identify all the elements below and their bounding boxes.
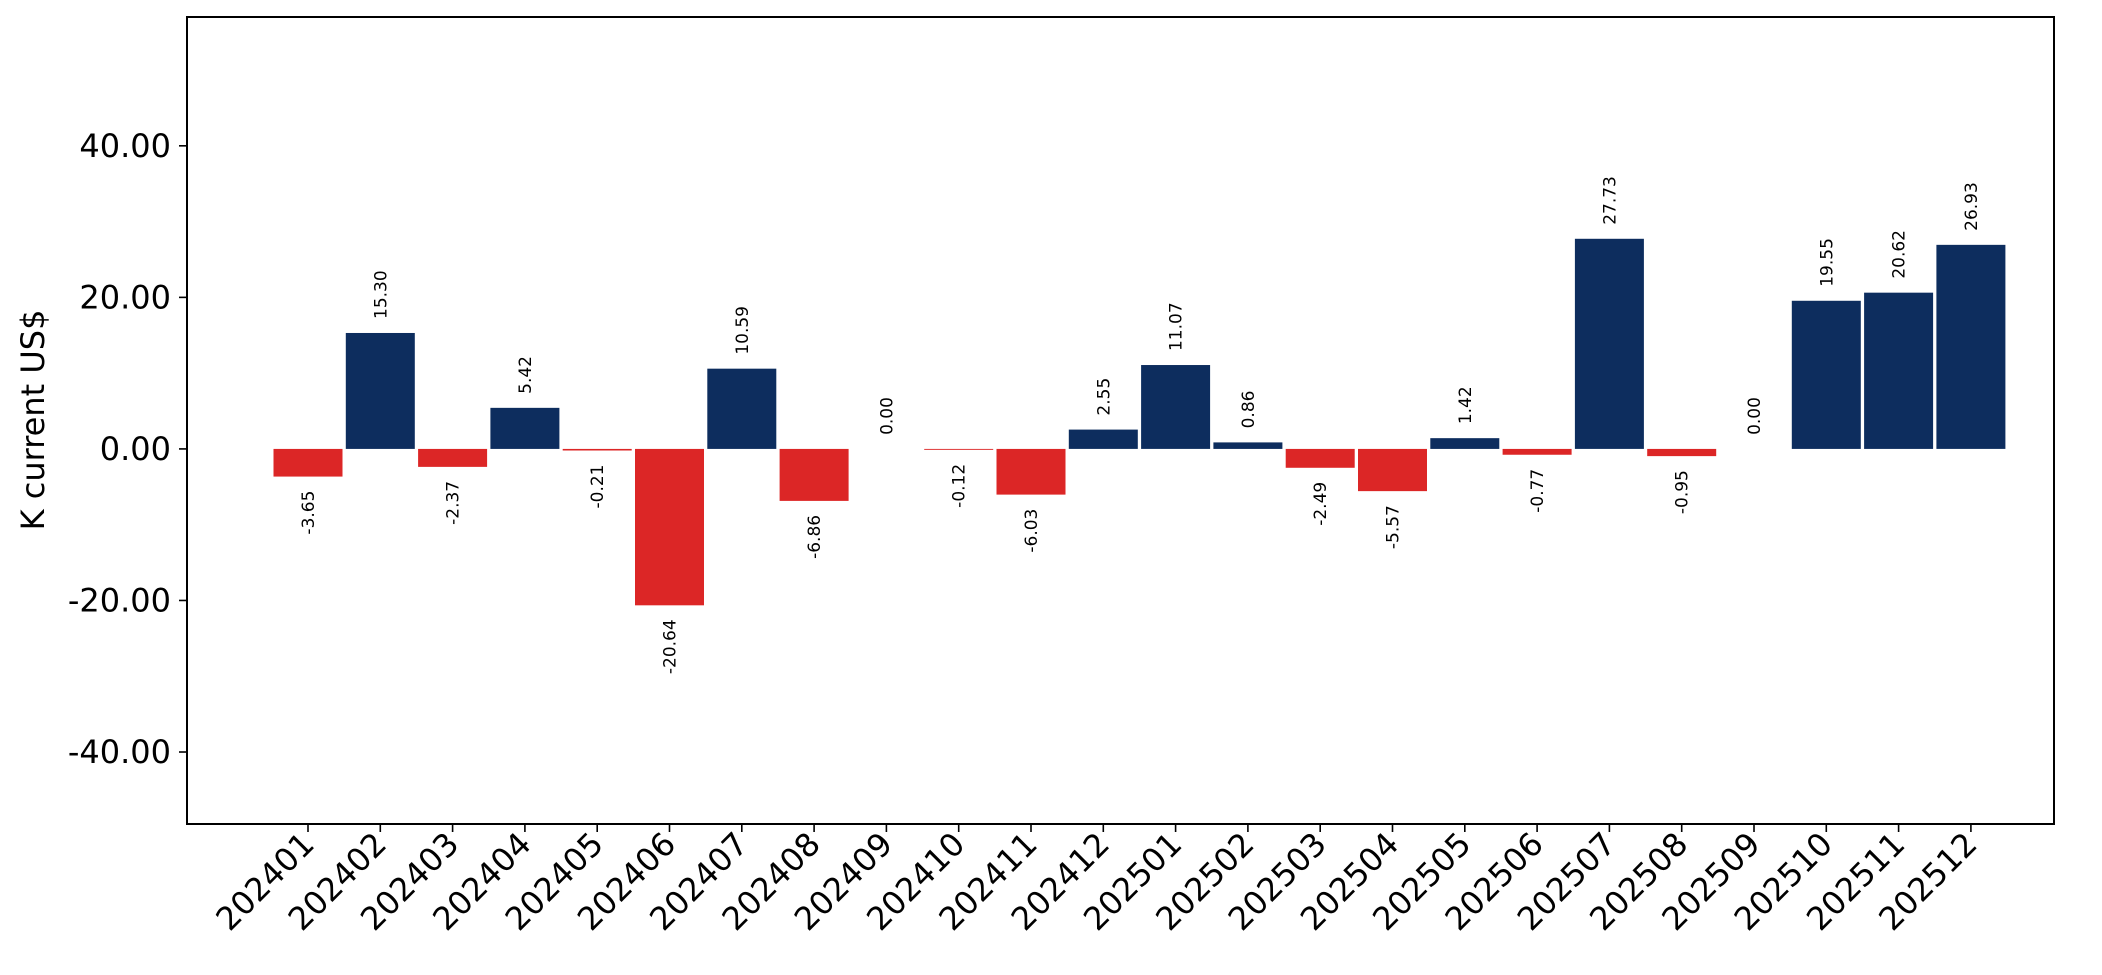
bar-202507 [1574,238,1644,449]
bar-202512 [1936,244,2006,449]
y-tick-label-20.00: 20.00 [79,278,171,316]
data-label-202509: 0.00 [1745,397,1765,435]
data-label-202409: 0.00 [877,397,897,435]
data-label-202506: -0.77 [1528,469,1548,513]
data-label-202410: -0.12 [950,464,970,508]
data-label-202501: 11.07 [1167,302,1187,351]
data-label-202504: -5.57 [1384,505,1404,549]
data-label-202503: -2.49 [1311,482,1331,526]
bar-202506 [1502,448,1572,455]
x-axis: 2024012024022024032024042024052024062024… [208,824,1985,938]
data-label-202510: 19.55 [1817,238,1837,287]
data-label-202407: 10.59 [733,306,753,355]
y-tick-label-0.00: 0.00 [100,430,171,468]
plot-area-frame [186,16,2055,825]
bar-202406 [635,448,704,606]
data-label-202402: 15.30 [371,270,391,319]
y-tick-label--20.00: -20.00 [68,581,171,619]
bar-202501 [1141,365,1211,449]
data-label-202512: 26.93 [1962,182,1982,231]
y-axis: -40.00 -20.00 0.00 20.00 40.00 [68,127,187,771]
bar-202412 [1068,429,1138,449]
y-tick-label--40.00: -40.00 [68,733,171,771]
bar-202402 [345,332,415,449]
bar-202411 [996,448,1066,495]
bar-202404 [490,407,560,449]
data-label-202508: -0.95 [1673,470,1693,514]
bar-202403 [418,448,488,467]
data-label-202412: 2.55 [1094,378,1114,416]
data-label-202502: 0.86 [1239,391,1259,429]
bar-202508 [1647,448,1717,457]
data-label-202505: 1.42 [1456,386,1476,424]
y-tick-label-40.00: 40.00 [79,127,171,165]
data-label-202401: -3.65 [299,491,319,535]
data-labels-layer: -3.65 15.30 -2.37 5.42 -0.21 -20.64 10.59 -6.86… [299,176,1982,674]
data-label-202411: -6.03 [1022,509,1042,553]
bar-202410 [924,448,994,450]
bar-202511 [1864,292,1934,449]
data-label-202404: 5.42 [516,356,536,394]
bar-202502 [1213,442,1283,449]
bar-202408 [779,448,849,501]
data-label-202408: -6.86 [805,515,825,559]
data-label-202403: -2.37 [444,481,464,525]
data-label-202511: 20.62 [1890,230,1910,279]
data-label-202507: 27.73 [1600,176,1620,225]
bar-202510 [1791,300,1861,449]
bar-202503 [1285,448,1355,468]
bars-layer [273,238,2006,606]
y-axis-label: K current US$ [14,310,52,531]
bar-202401 [273,448,343,477]
bar-202504 [1358,448,1427,492]
data-label-202406: -20.64 [661,619,681,674]
bar-202407 [707,368,777,449]
bar-202405 [562,448,632,451]
data-label-202405: -0.21 [588,465,608,509]
bar-202505 [1430,438,1500,449]
